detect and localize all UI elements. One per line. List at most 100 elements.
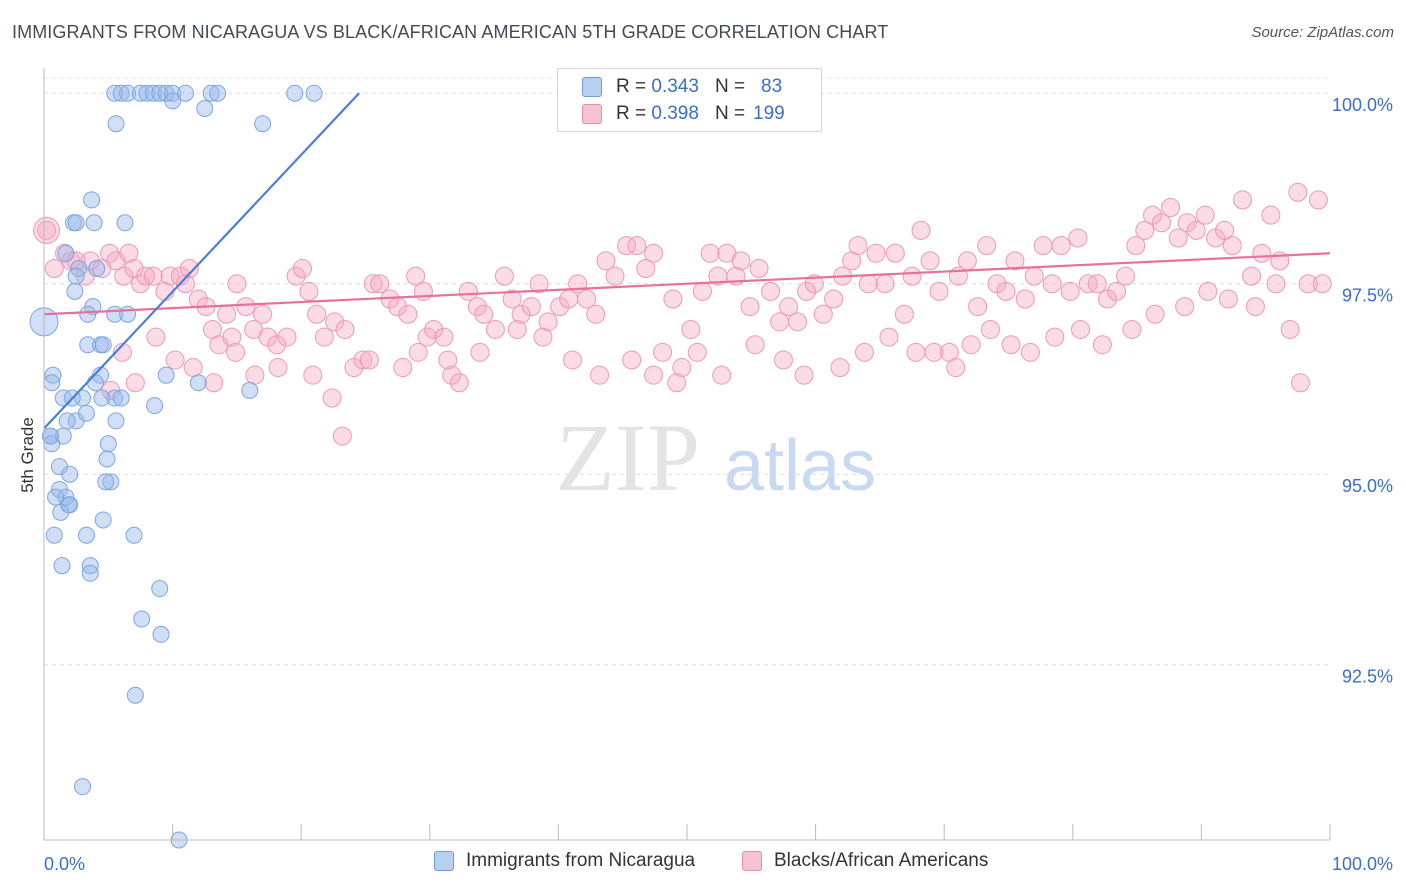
point-black-51 xyxy=(424,319,444,339)
point-nicaragua-56 xyxy=(98,450,116,468)
point-black-53 xyxy=(442,365,462,385)
point-nicaragua-75 xyxy=(133,610,151,628)
point-black-62 xyxy=(521,297,541,317)
point-nicaragua-37 xyxy=(157,366,175,384)
point-black-39 xyxy=(325,312,345,332)
bottom-legend: Immigrants from Nicaragua Blacks/African… xyxy=(0,850,1406,880)
point-black-175 xyxy=(712,365,732,385)
point-black-90 xyxy=(779,297,799,317)
point-black-36 xyxy=(299,281,319,301)
point-black-188 xyxy=(1020,342,1040,362)
tick-labels: 100.0% 97.5% 95.0% 92.5% 0.0% 100.0% xyxy=(44,95,1393,874)
point-black-154 xyxy=(183,358,203,378)
point-black-155 xyxy=(204,373,224,393)
point-black-14 xyxy=(136,266,156,286)
point-black-197 xyxy=(1245,297,1265,317)
point-nicaragua-15 xyxy=(196,99,214,117)
chart-title: IMMIGRANTS FROM NICARAGUA VS BLACK/AFRIC… xyxy=(12,22,889,42)
stat-r-value: 0.398 xyxy=(651,103,699,124)
point-black-95 xyxy=(824,289,844,309)
point-black-117 xyxy=(1024,266,1044,286)
stat-n-value: 83 xyxy=(761,76,783,97)
point-black-102 xyxy=(885,243,905,263)
point-nicaragua-70 xyxy=(125,526,143,544)
point-black-184 xyxy=(946,358,966,378)
point-black-166 xyxy=(470,342,490,362)
point-black-57 xyxy=(474,304,494,324)
point-black-91 xyxy=(788,312,808,332)
point-nicaragua-39 xyxy=(241,381,259,399)
point-black-103 xyxy=(894,304,914,324)
point-black-38 xyxy=(314,327,334,347)
point-black-176 xyxy=(745,335,765,355)
point-nicaragua-10 xyxy=(202,84,220,102)
point-black-100 xyxy=(866,243,886,263)
point-nicaragua-21 xyxy=(85,214,103,232)
point-black-162 xyxy=(359,350,379,370)
point-black-121 xyxy=(1060,281,1080,301)
point-black-191 xyxy=(1092,335,1112,355)
point-black-101 xyxy=(875,274,895,294)
stat-n-value: 199 xyxy=(753,103,785,124)
point-black-34 xyxy=(286,266,306,286)
point-black-58 xyxy=(485,319,505,339)
point-black-15 xyxy=(143,266,163,286)
point-black-112 xyxy=(977,236,997,256)
point-nicaragua-77 xyxy=(126,686,144,704)
legend-swatch-pink xyxy=(742,851,762,871)
y-axis-label: 5th Grade xyxy=(18,417,37,493)
legend-item-nicaragua[interactable]: Immigrants from Nicaragua xyxy=(434,850,695,872)
point-black-179 xyxy=(830,358,850,378)
point-black-73 xyxy=(627,236,647,256)
point-black-165 xyxy=(438,350,458,370)
point-black-1 xyxy=(44,259,64,278)
point-black-60 xyxy=(502,289,522,309)
legend-label-nicaragua: Immigrants from Nicaragua xyxy=(466,850,696,871)
point-black-195 xyxy=(1198,281,1218,301)
point-black-135 xyxy=(1186,220,1206,240)
point-black-large xyxy=(33,216,61,244)
point-nicaragua-73 xyxy=(81,564,99,582)
point-black-140 xyxy=(1233,190,1253,210)
point-nicaragua-16 xyxy=(107,115,125,133)
point-nicaragua-71 xyxy=(53,557,71,575)
point-nicaragua-60 xyxy=(97,473,115,491)
point-black-52 xyxy=(434,327,454,347)
point-nicaragua-14 xyxy=(164,92,182,110)
point-black-136 xyxy=(1195,205,1215,225)
point-nicaragua-0 xyxy=(106,84,124,102)
legend-item-black[interactable]: Blacks/African Americans xyxy=(742,850,988,872)
y-tick-label-2: 95.0% xyxy=(1342,476,1393,496)
point-black-167 xyxy=(507,319,527,339)
point-black-33 xyxy=(277,327,297,347)
point-black-0 xyxy=(37,220,57,240)
point-black-180 xyxy=(854,342,874,362)
x-tick-label-min: 0.0% xyxy=(44,854,85,874)
point-black-79 xyxy=(681,319,701,339)
point-black-94 xyxy=(813,304,833,324)
point-black-126 xyxy=(1107,281,1127,301)
point-nicaragua-29 xyxy=(79,305,97,323)
point-nicaragua-68 xyxy=(45,526,63,544)
point-black-69 xyxy=(586,304,606,324)
point-nicaragua-40 xyxy=(43,374,61,392)
point-nicaragua-25 xyxy=(67,267,85,285)
point-black-85 xyxy=(731,251,751,271)
point-black-164 xyxy=(408,342,428,362)
point-black-133 xyxy=(1168,228,1188,248)
point-black-161 xyxy=(332,426,352,446)
point-black-43 xyxy=(363,274,383,294)
point-nicaragua-46 xyxy=(93,389,111,407)
point-black-129 xyxy=(1135,220,1155,240)
point-nicaragua-51 xyxy=(107,412,125,430)
stat-row-nicaragua: R = 0.343 N = 83 xyxy=(582,74,782,100)
point-black-10 xyxy=(114,266,134,286)
point-nicaragua-1 xyxy=(112,84,130,102)
point-black-142 xyxy=(1252,243,1272,263)
point-nicaragua-3 xyxy=(131,84,149,102)
point-black-11 xyxy=(119,243,139,263)
point-black-92 xyxy=(797,281,817,301)
point-black-194 xyxy=(1175,297,1195,317)
point-nicaragua-54 xyxy=(99,435,117,453)
legend-swatch-blue xyxy=(434,851,454,871)
